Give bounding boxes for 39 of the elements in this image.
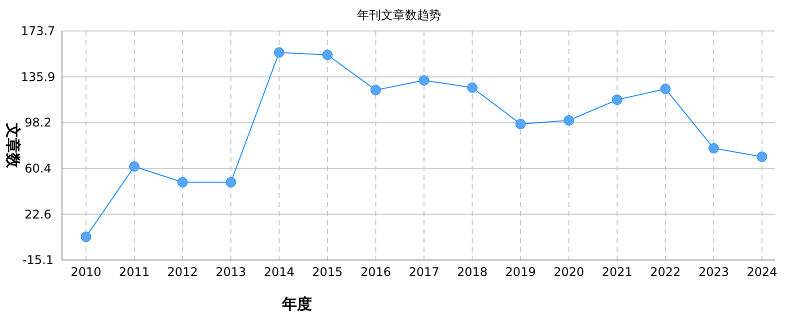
x-tick-label: 2015 bbox=[312, 265, 343, 279]
point bbox=[708, 143, 719, 154]
x-tick-label: 2019 bbox=[505, 265, 536, 279]
x-tick-label: 2018 bbox=[457, 265, 488, 279]
point bbox=[467, 82, 478, 93]
point bbox=[274, 47, 284, 58]
x-tick-label: 2024 bbox=[746, 265, 778, 279]
point bbox=[515, 118, 526, 130]
x-tick-label: 2012 bbox=[167, 265, 198, 279]
x-tick-label: 2013 bbox=[216, 265, 246, 279]
y-tick-label: 135.9 bbox=[20, 70, 56, 84]
x-axis-title: 年度 bbox=[281, 295, 312, 313]
y-tick-label: 22.6 bbox=[24, 207, 52, 222]
x-tick-label: 2016 bbox=[360, 265, 391, 279]
y-tick-label: 60.4 bbox=[24, 161, 52, 176]
x-tick-label: 2017 bbox=[408, 265, 440, 279]
x-tick-label: 2023 bbox=[698, 265, 729, 279]
x-tick-label: 2014 bbox=[264, 265, 294, 279]
point bbox=[418, 75, 430, 86]
chart-title: 年刊文章数趋势 bbox=[357, 8, 441, 22]
point bbox=[80, 232, 92, 242]
point bbox=[756, 152, 768, 162]
x-tick-label: 2010 bbox=[70, 265, 102, 279]
point bbox=[370, 84, 381, 96]
point bbox=[564, 115, 574, 126]
x-tick-label: 2011 bbox=[119, 265, 150, 279]
point bbox=[322, 50, 333, 60]
x-tick-label: 2021 bbox=[602, 265, 632, 279]
point bbox=[177, 177, 188, 188]
x-tick-label: 2020 bbox=[554, 265, 584, 279]
y-tick-label: -15.1 bbox=[22, 253, 54, 267]
y-axis-title: 文章数 bbox=[4, 122, 22, 169]
point bbox=[226, 177, 236, 188]
point bbox=[129, 161, 140, 172]
y-tick-label: 173.7 bbox=[20, 24, 56, 38]
point bbox=[612, 94, 622, 106]
x-tick-label: 2022 bbox=[650, 265, 681, 279]
point bbox=[660, 84, 671, 94]
y-tick-label: 98.2 bbox=[24, 116, 52, 130]
